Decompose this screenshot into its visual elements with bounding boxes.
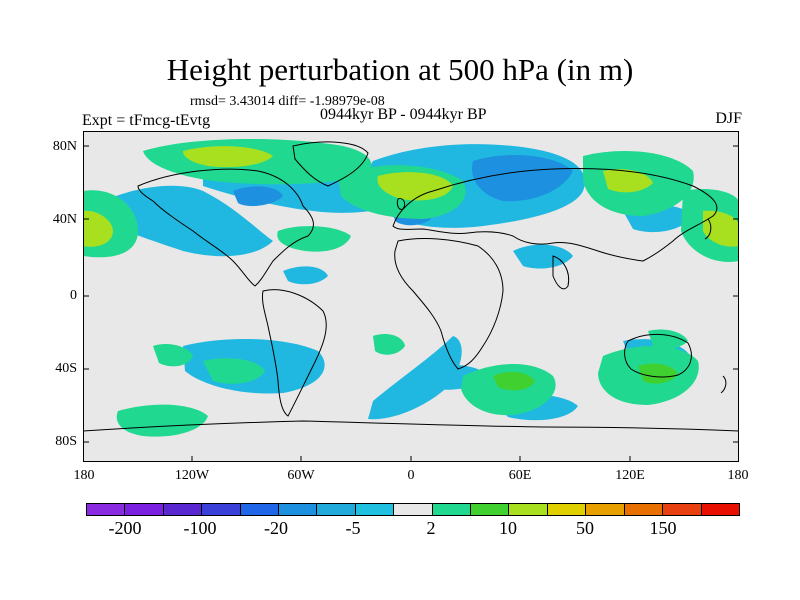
colorbar-swatch	[701, 504, 739, 515]
plot-title: Height perturbation at 500 hPa (in m)	[166, 52, 634, 87]
south-america-outline	[262, 289, 327, 417]
colorbar-swatch	[624, 504, 664, 515]
colorbar-label: -100	[183, 518, 217, 538]
colorbar-label: 10	[499, 518, 517, 538]
lon-tick-label: 0	[407, 468, 415, 483]
colorbar-swatch	[163, 504, 203, 515]
lat-tick-label: 0	[70, 288, 77, 303]
colorbar-label: 150	[649, 518, 677, 538]
india-outline	[552, 255, 570, 290]
season-label: DJF	[715, 110, 742, 127]
colorbar-swatch	[355, 504, 395, 515]
stats-label: rmsd= 3.43014 diff= -1.98979e-08	[190, 94, 385, 109]
experiment-label: Expt = tFmcg-tEvtg	[82, 112, 211, 129]
europe-asia-outline	[392, 168, 718, 262]
coastlines	[83, 141, 739, 432]
colorbar-swatch	[509, 504, 548, 515]
lat-tick-label: 80N	[52, 139, 77, 154]
africa-outline	[394, 238, 504, 370]
colorbar-swatch	[279, 504, 318, 515]
lon-tick-label: 60E	[508, 468, 532, 483]
tick-marks	[83, 145, 739, 462]
japan-outline	[704, 218, 712, 240]
colorbar-swatch	[663, 504, 702, 515]
colorbar-swatch	[87, 504, 126, 515]
colorbar-swatch	[471, 504, 510, 515]
colorbar-swatch	[432, 504, 472, 515]
anomaly-fill-yellowgreen-south	[493, 363, 678, 391]
lon-tick-label: 120W	[174, 468, 210, 483]
colorbar-swatch	[125, 504, 164, 515]
lat-tick-label: 40S	[55, 361, 77, 376]
greenland-outline	[292, 141, 369, 187]
colorbar-swatch	[317, 504, 356, 515]
lon-tick-label: 180	[73, 468, 95, 483]
lat-tick-label: 40N	[52, 212, 77, 227]
colorbar-label: -5	[345, 518, 361, 538]
colorbar-label: -20	[264, 518, 288, 538]
uk-outline	[396, 198, 406, 210]
colorbar-swatch	[240, 504, 280, 515]
colorbar	[86, 503, 740, 516]
lon-tick-label: 180	[727, 468, 749, 483]
lat-tick-label: 80S	[55, 434, 77, 449]
australia-outline	[624, 333, 692, 378]
colorbar-swatch	[547, 504, 587, 515]
colorbar-swatch	[586, 504, 625, 515]
lon-tick-label: 120E	[615, 468, 645, 483]
colorbar-label: 50	[576, 518, 594, 538]
colorbar-swatch	[202, 504, 241, 515]
north-america-outline	[137, 168, 314, 287]
antarctica-outline	[83, 420, 739, 432]
period-label: 0944kyr BP - 0944kyr BP	[320, 106, 487, 123]
colorbar-label: -200	[108, 518, 142, 538]
anomaly-fill-yellowgreen-north	[83, 146, 739, 247]
lon-tick-label: 60W	[287, 468, 315, 483]
new-zealand-outline	[720, 375, 727, 394]
colorbar-swatch	[394, 504, 433, 515]
colorbar-label: 2	[426, 518, 436, 538]
map-plot	[83, 131, 739, 462]
